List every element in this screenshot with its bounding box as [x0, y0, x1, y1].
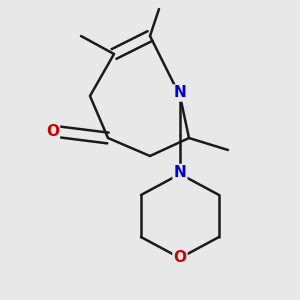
Text: O: O	[46, 124, 59, 140]
Text: N: N	[174, 85, 186, 100]
Text: N: N	[174, 165, 186, 180]
Text: O: O	[173, 250, 187, 266]
